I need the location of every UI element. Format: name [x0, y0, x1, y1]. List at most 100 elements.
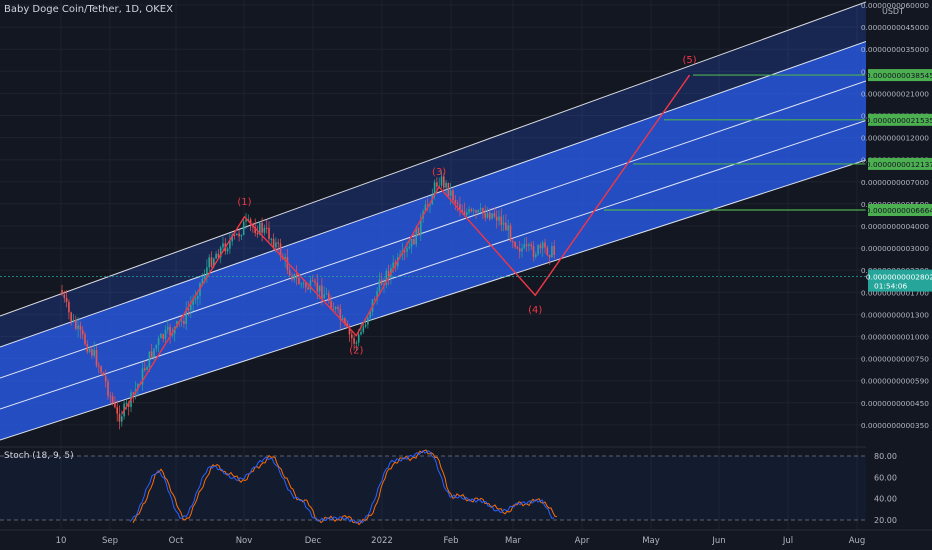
- candle-body: [125, 403, 128, 405]
- candle-body: [433, 182, 436, 196]
- target-label-bg: [868, 204, 932, 216]
- candle-body: [463, 211, 466, 216]
- candle-body: [332, 308, 335, 310]
- candle-body: [171, 333, 174, 336]
- candle-body: [137, 383, 139, 390]
- countdown-label: 01:54:06: [874, 282, 907, 291]
- candle-body: [505, 222, 507, 231]
- candle-body: [279, 243, 282, 257]
- candle-body: [61, 290, 63, 295]
- candle-body: [330, 300, 332, 309]
- candle-body: [118, 413, 121, 422]
- candle-body: [489, 212, 491, 219]
- candle-body: [146, 367, 148, 371]
- time-tick-label: Apr: [575, 536, 590, 546]
- candle-body: [141, 368, 144, 385]
- price-tick-label: 0.0000000012000: [861, 134, 929, 143]
- candle-body: [502, 222, 505, 225]
- candle-body: [523, 244, 526, 249]
- channel-line: [0, 159, 866, 441]
- candle-body: [68, 301, 70, 313]
- candle-body: [277, 242, 279, 244]
- target-label: 0.0000000012137: [866, 160, 932, 169]
- candle-body: [530, 244, 532, 247]
- candle-body: [546, 247, 549, 256]
- candle-body: [164, 329, 167, 339]
- candle-body: [293, 273, 296, 280]
- time-tick-label: Aug: [849, 536, 866, 546]
- candle-body: [148, 351, 151, 368]
- candle-body: [104, 375, 107, 382]
- price-axis[interactable]: 0.0000000060000 0.0000000045000 0.00000000…: [0, 0, 932, 530]
- candle-body: [153, 348, 155, 358]
- candle-body: [355, 342, 358, 344]
- candle-body: [236, 233, 238, 236]
- time-tick-label: Jul: [782, 536, 793, 546]
- candle-body: [477, 209, 480, 213]
- time-axis[interactable]: 10 Sep Oct Nov Dec 2022 Feb Mar Apr May Jun Jul Aug: [0, 529, 932, 550]
- candle-body: [311, 280, 314, 282]
- candle-body: [378, 279, 381, 292]
- candle-body: [114, 402, 116, 408]
- candle-body: [183, 320, 185, 325]
- candle-body: [392, 262, 394, 269]
- candle-body: [408, 246, 411, 249]
- candle-body: [385, 270, 388, 285]
- price-tick-label: 0.0000000060000: [861, 1, 929, 10]
- candle-body: [100, 366, 102, 373]
- candle-body: [157, 338, 160, 345]
- candle-body: [468, 209, 470, 213]
- candle-body: [63, 294, 66, 298]
- wave-label: (2): [349, 346, 363, 357]
- wave-labels: (1) (2) (3) (4) (5): [237, 55, 696, 357]
- candle-body: [486, 212, 489, 218]
- candle-body: [321, 285, 323, 299]
- candle-body: [307, 287, 309, 290]
- candle-body: [351, 334, 353, 339]
- candle-body: [160, 334, 162, 339]
- wave-path: [121, 74, 691, 415]
- stoch-tick-label: 60.00: [874, 473, 897, 482]
- candle-body: [86, 344, 89, 352]
- candle-body: [88, 348, 91, 352]
- candle-body: [447, 182, 450, 196]
- candle-body: [436, 182, 438, 187]
- elliott-wave: [121, 74, 691, 415]
- target-label: 0.0000000021535: [866, 116, 932, 125]
- candle-body: [219, 247, 222, 258]
- candle-body: [339, 308, 342, 321]
- candle-body: [206, 267, 208, 277]
- stoch-band: [0, 456, 866, 520]
- candle-body: [539, 244, 542, 249]
- candle-body: [144, 368, 146, 371]
- candle-body: [509, 225, 512, 242]
- candle-body: [369, 311, 371, 318]
- candle-body: [300, 283, 302, 285]
- candle-body: [466, 212, 468, 216]
- candle-body: [482, 208, 484, 214]
- candle-body: [132, 392, 135, 394]
- candle-body: [233, 234, 236, 236]
- price-tick-label: 0.0000000003000: [861, 244, 929, 253]
- candle-body: [231, 234, 233, 242]
- time-tick-label: Feb: [443, 536, 458, 546]
- time-tick-label: Oct: [169, 536, 184, 546]
- price-tick-label: 0.0000000001300: [861, 310, 929, 319]
- candle-body: [318, 285, 321, 292]
- channel-line: [0, 80, 866, 379]
- wave-label: (1): [237, 197, 251, 208]
- candle-body: [426, 204, 429, 206]
- candle-body: [449, 190, 452, 196]
- price-tick-label: 0.0000000021000: [861, 89, 929, 98]
- candle-body: [445, 182, 447, 188]
- candle-body: [344, 318, 346, 324]
- candle-body: [420, 218, 422, 236]
- candle-body: [247, 219, 250, 221]
- price-tick-label: 0.0000000000750: [861, 355, 929, 364]
- candle-body: [353, 338, 355, 344]
- wave-label: (4): [528, 305, 542, 316]
- target-label-bg: [868, 157, 932, 170]
- candle-body: [275, 242, 277, 248]
